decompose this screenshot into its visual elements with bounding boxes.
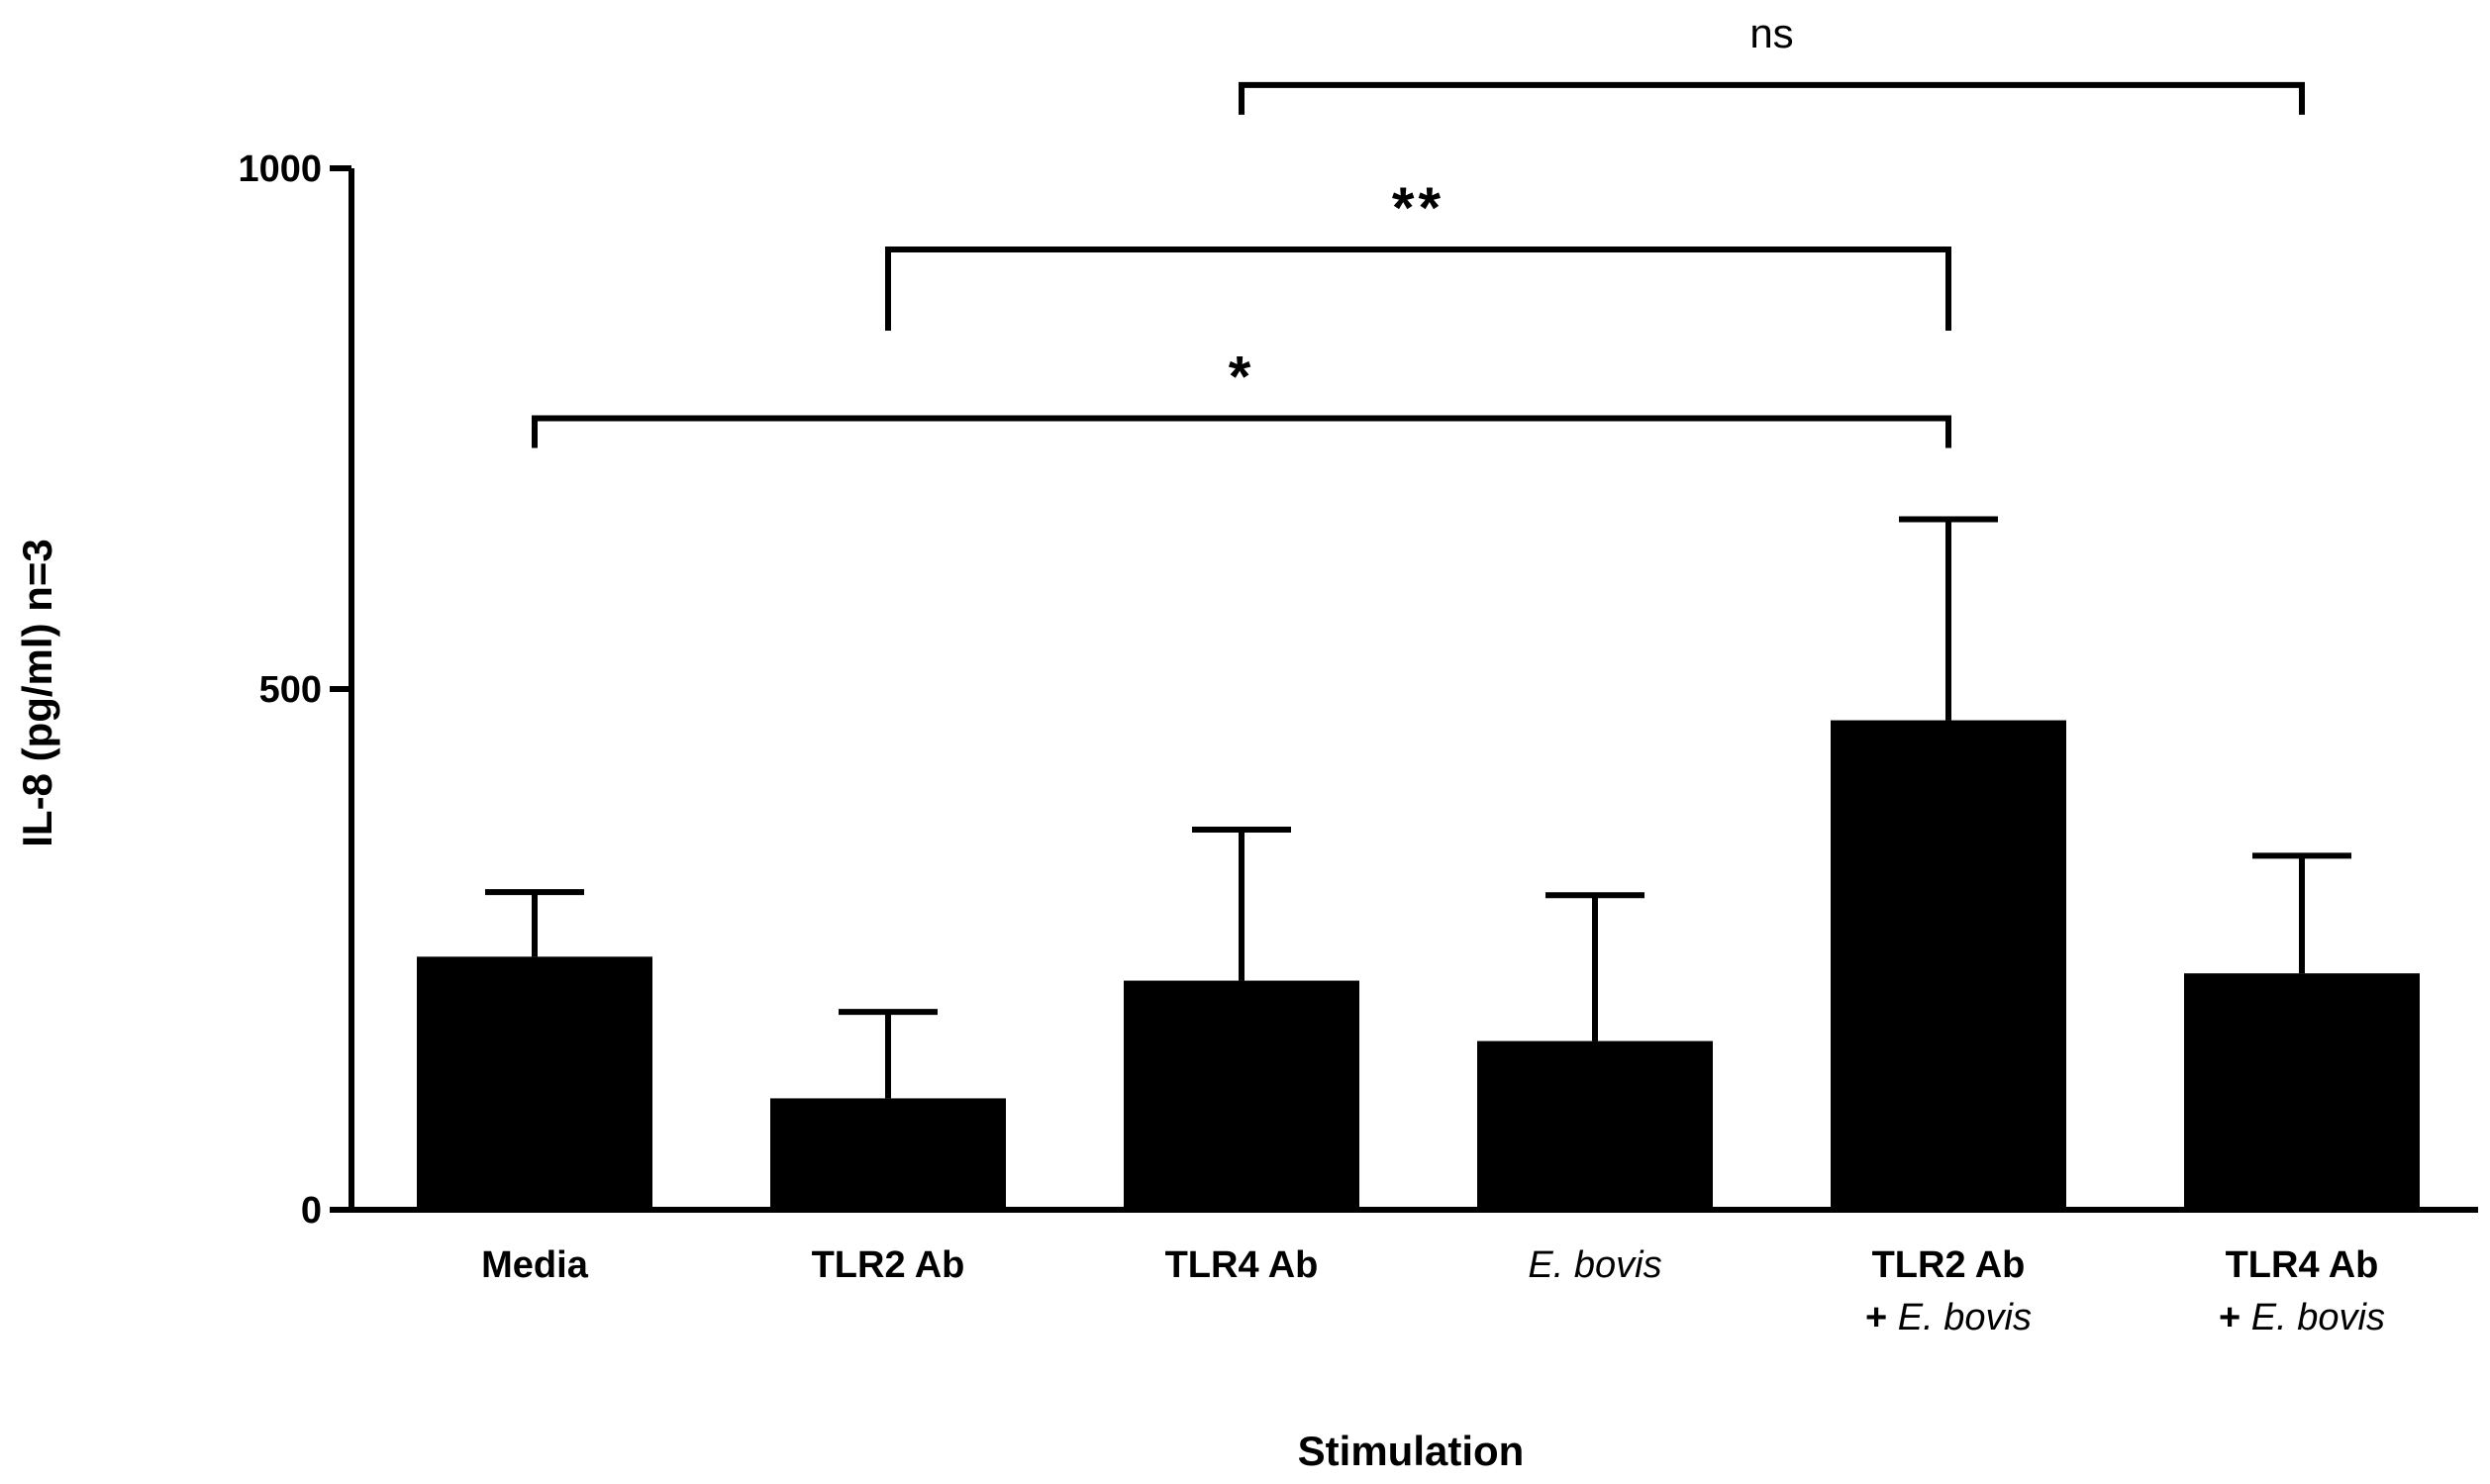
significance-brackets: ***ns <box>532 10 2305 448</box>
x-tick-label: E. bovis <box>1528 1244 1661 1286</box>
x-tick-label-line2: + E. bovis <box>2219 1297 2385 1338</box>
x-tick-label: TLR2 Ab <box>1872 1244 2026 1286</box>
significance-label: ns <box>1749 10 1793 56</box>
significance-label: * <box>1229 345 1255 409</box>
y-tick-label: 0 <box>301 1190 322 1232</box>
bar <box>417 956 652 1210</box>
x-tick-label: TLR2 Ab <box>812 1244 965 1286</box>
significance-bracket <box>885 247 1951 332</box>
bar <box>1124 980 1359 1210</box>
y-tick-label: 1000 <box>238 148 322 190</box>
bars <box>417 720 2420 1210</box>
significance-bracket <box>532 415 1951 448</box>
bar <box>2184 973 2420 1210</box>
significance-bracket <box>1239 81 2305 115</box>
bar <box>1831 720 2066 1210</box>
labels: Media TLR2 Ab TLR4 Ab E. bovis TLR2 Ab + E. b… <box>481 1244 2385 1338</box>
error-bars <box>485 516 2351 1099</box>
x-tick-label: TLR4 Ab <box>1165 1244 1319 1286</box>
x-tick-label-line2: + E. bovis <box>1865 1297 2032 1338</box>
bar <box>1477 1040 1713 1210</box>
y-tick-label: 500 <box>259 669 322 711</box>
axes: 0 500 1000 <box>238 148 2478 1232</box>
significance-label: ** <box>1392 176 1444 241</box>
x-tick-label: Media <box>481 1244 589 1286</box>
bar <box>770 1098 1006 1210</box>
x-tick-label: TLR4 Ab <box>2226 1244 2379 1286</box>
x-axis-title: Stimulation <box>1298 1428 1525 1474</box>
y-axis-title: IL-8 (pg/ml) n=3 <box>14 539 60 847</box>
